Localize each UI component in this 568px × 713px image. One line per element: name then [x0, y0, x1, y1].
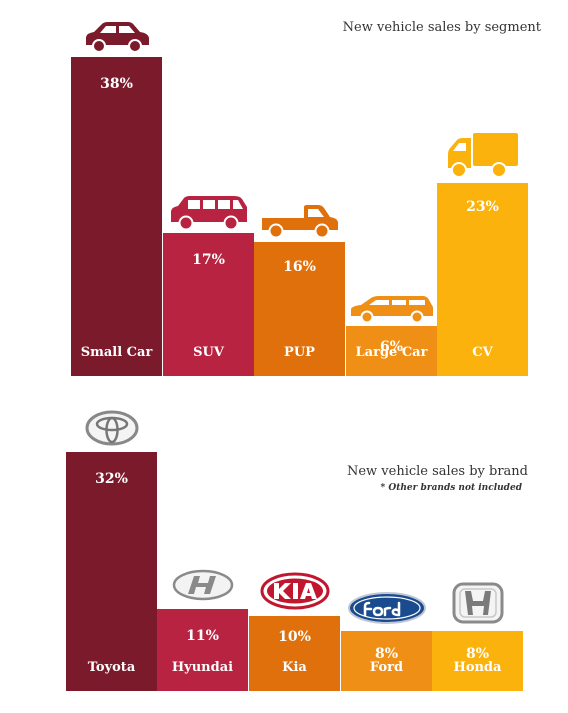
- chart-note: * Other brands not included: [380, 483, 522, 493]
- bar-value-label: 6%: [379, 339, 404, 355]
- bar-large-car: 6% Large Car: [346, 326, 437, 376]
- segment-chart: New vehicle sales by segment 38% Small Ca…: [71, 20, 541, 376]
- bar-category-label: Small Car: [80, 345, 153, 360]
- bar-value-label: 11%: [186, 628, 219, 644]
- toyota-logo-icon: [85, 410, 139, 450]
- bar-pup: 16% PUP: [254, 242, 345, 376]
- bar-value-label: 17%: [192, 252, 225, 268]
- bar-suv: 17% SUV: [163, 233, 254, 376]
- bar-category-label: Honda: [453, 660, 502, 675]
- pickup-truck-icon: [260, 204, 340, 244]
- suv-icon: [168, 195, 250, 235]
- brand-chart: New vehicle sales by brand * Other brand…: [0, 400, 568, 713]
- bar-category-label: CV: [472, 345, 493, 360]
- bar-value-label: 10%: [278, 629, 311, 645]
- bar-value-label: 32%: [95, 471, 128, 487]
- bar-hyundai: 11% Hyundai: [157, 609, 248, 691]
- bar-cv: 23% CV: [437, 183, 528, 376]
- bar-toyota: 32% Toyota: [66, 452, 157, 691]
- chart-title: New vehicle sales by segment: [342, 20, 541, 35]
- bar-ford: 8% Ford: [341, 631, 432, 691]
- bar-kia: 10% Kia: [249, 616, 340, 691]
- bar-value-label: 38%: [100, 76, 133, 92]
- honda-logo-icon: [452, 582, 504, 628]
- delivery-truck-icon: [447, 132, 519, 184]
- bar-value-label: 8%: [465, 646, 490, 662]
- bar-value-label: 23%: [466, 199, 499, 215]
- bar-category-label: Toyota: [87, 660, 136, 675]
- bar-category-label: Kia: [282, 660, 307, 675]
- bar-category-label: Ford: [369, 660, 404, 675]
- bar-category-label: SUV: [193, 345, 224, 360]
- chart-title: New vehicle sales by brand: [346, 464, 528, 479]
- bar-category-label: Hyundai: [171, 660, 234, 675]
- hyundai-logo-icon: [172, 569, 234, 605]
- bar-honda: 8% Honda: [432, 631, 523, 691]
- small-car-icon: [82, 21, 152, 59]
- bar-small-car: 38% Small Car: [71, 57, 162, 376]
- ford-logo-icon: [347, 591, 427, 629]
- bar-value-label: 8%: [374, 646, 399, 662]
- bar-category-label: PUP: [284, 345, 315, 360]
- station-wagon-icon: [349, 294, 435, 328]
- bar-value-label: 16%: [283, 259, 316, 275]
- bar-category-label: Large Car: [355, 345, 428, 360]
- kia-logo-icon: [260, 572, 330, 614]
